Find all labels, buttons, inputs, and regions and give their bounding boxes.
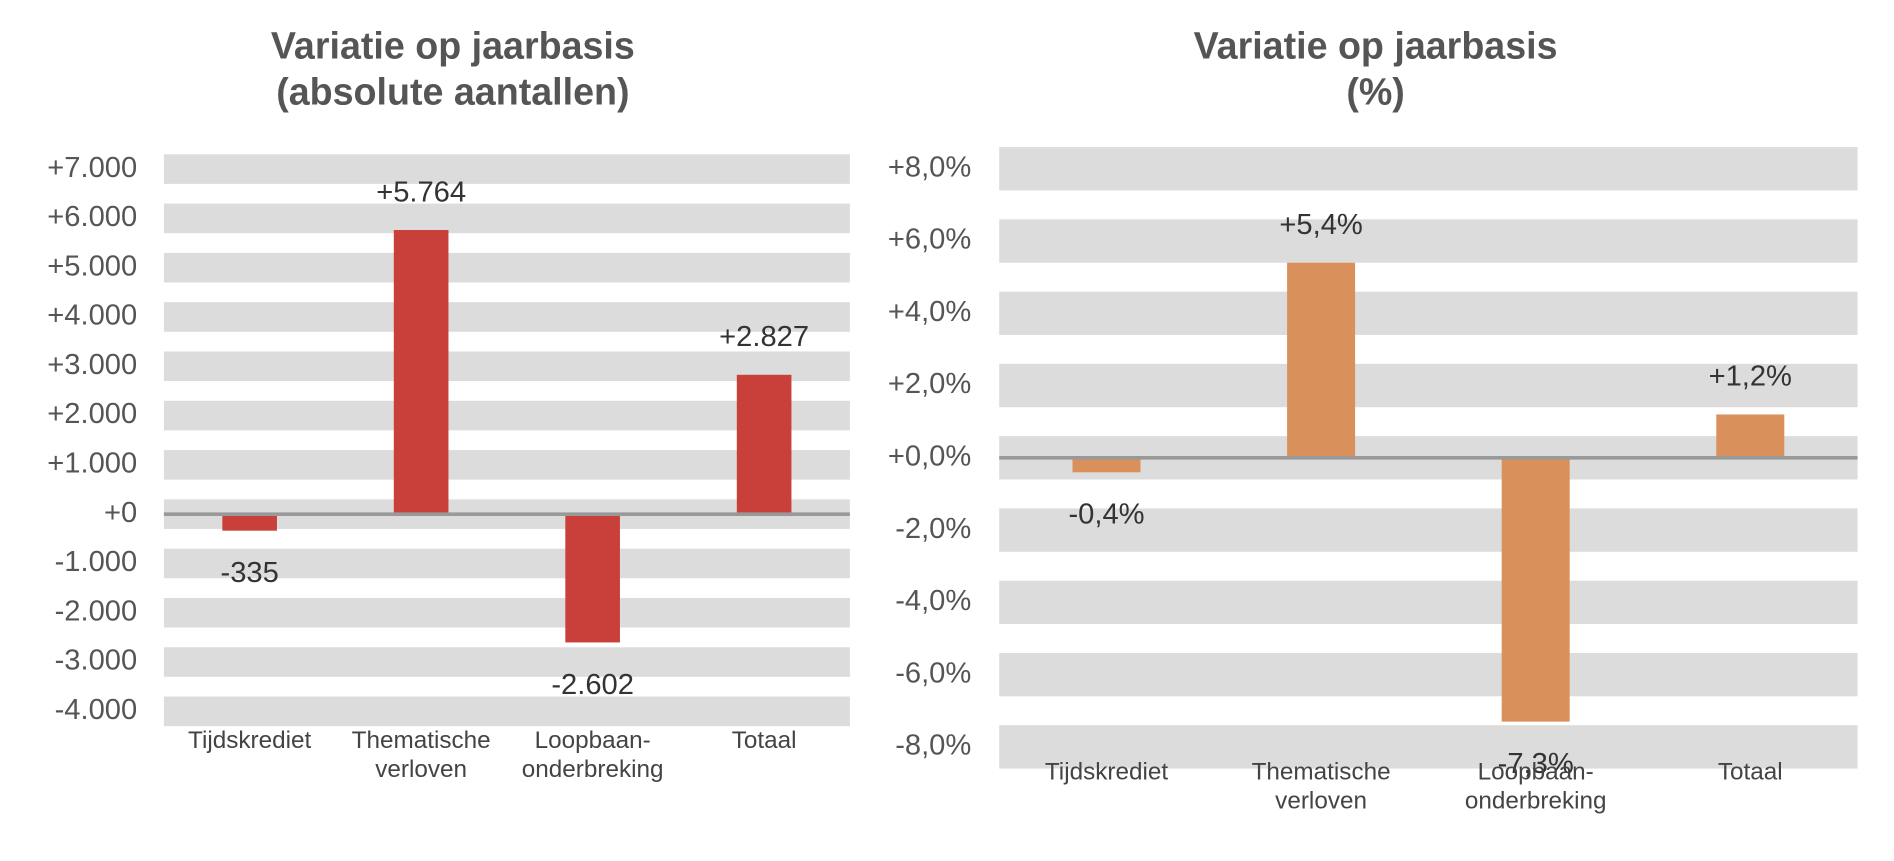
bar (565, 514, 620, 643)
x-tick-label: Thematische verloven (351, 727, 491, 784)
x-tick-label-box: Tijdskrediet (188, 727, 312, 755)
x-tick-label: Totaal (1717, 758, 1783, 786)
y-tick-label: +6.000 (47, 201, 137, 233)
grid-band (163, 696, 850, 727)
chart-title: Variatie op jaarbasis (1194, 25, 1558, 67)
bar (736, 374, 792, 515)
bar (1287, 262, 1356, 458)
grid-band (999, 363, 1858, 408)
x-tick-label-box: Totaal (1717, 758, 1783, 786)
x-tick-label: Loopbaan-onderbreking (521, 727, 664, 784)
value-label: +5.764 (376, 176, 466, 208)
y-tick-label: -1.000 (55, 546, 138, 578)
x-tick-label-box: Loopbaan-onderbreking (521, 727, 664, 784)
y-tick-label: +6,0% (888, 224, 971, 256)
value-label: -335 (221, 557, 279, 589)
grid-band (999, 219, 1858, 263)
value-label: -2.602 (551, 669, 634, 701)
y-tick-label: +0 (104, 497, 137, 529)
y-tick-label: -4.000 (55, 694, 138, 726)
grid-band (999, 291, 1858, 335)
y-tick-label: -8,0% (895, 730, 971, 762)
grid-band (163, 597, 850, 628)
x-tick-label: Tijdskrediet (188, 727, 312, 755)
grid-band (999, 725, 1858, 769)
grid-band (999, 580, 1858, 625)
x-tick-label-box: Thematische verloven (351, 727, 491, 784)
grid-band (163, 400, 850, 431)
value-label: +2.827 (719, 321, 809, 353)
y-tick-label: +7.000 (47, 152, 137, 184)
grid-band (163, 252, 850, 283)
y-tick-label: +0,0% (888, 441, 971, 473)
x-tick-label: Loopbaan-onderbreking (1464, 758, 1607, 815)
bar (1501, 457, 1570, 722)
x-tick-label-box: Loopbaan-onderbreking (1464, 758, 1607, 815)
value-label: +1,2% (1709, 361, 1792, 393)
grid-band (999, 147, 1858, 191)
y-tick-label: +2.000 (47, 398, 137, 430)
y-tick-label: -6,0% (895, 657, 971, 689)
chart-title: Variatie op jaarbasis (271, 25, 635, 67)
grid-band (163, 450, 850, 480)
grid-band (163, 154, 850, 184)
x-tick-label-box: Tijdskrediet (1044, 758, 1169, 786)
grid-band (163, 351, 850, 382)
y-tick-label: -4,0% (895, 585, 971, 617)
x-tick-label-box: Totaal (731, 727, 797, 755)
grid-band (163, 548, 850, 579)
bar (1072, 457, 1141, 473)
y-tick-label: +1.000 (47, 448, 137, 480)
y-tick-label: -2.000 (55, 595, 138, 627)
y-tick-label: +5.000 (47, 250, 137, 282)
grid-band (163, 647, 850, 677)
grid-band (163, 302, 850, 332)
y-tick-label: -3.000 (55, 645, 138, 677)
value-label: +5,4% (1279, 209, 1362, 241)
grid-band (163, 203, 850, 234)
x-tick-label: Totaal (731, 727, 797, 755)
x-tick-label-box: Thematische verloven (1251, 758, 1391, 815)
grid-band (999, 508, 1858, 552)
y-tick-label: +3.000 (47, 349, 137, 381)
value-label: -0,4% (1068, 499, 1144, 531)
y-tick-label: +8,0% (888, 151, 971, 183)
bar (222, 514, 277, 531)
value-label: -7,3% (1498, 748, 1574, 780)
y-tick-label: +4.000 (47, 300, 137, 332)
y-tick-label: +4,0% (888, 296, 971, 328)
bar (393, 230, 449, 515)
y-tick-label: +2,0% (888, 368, 971, 400)
grid-band (999, 652, 1858, 697)
chart-subtitle: (absolute aantallen) (276, 71, 629, 113)
x-tick-label: Tijdskrediet (1044, 758, 1169, 786)
chart-subtitle: (%) (1346, 71, 1405, 113)
x-tick-label: Thematische verloven (1251, 758, 1391, 815)
bar (1716, 414, 1785, 458)
y-tick-label: -2,0% (895, 513, 971, 545)
